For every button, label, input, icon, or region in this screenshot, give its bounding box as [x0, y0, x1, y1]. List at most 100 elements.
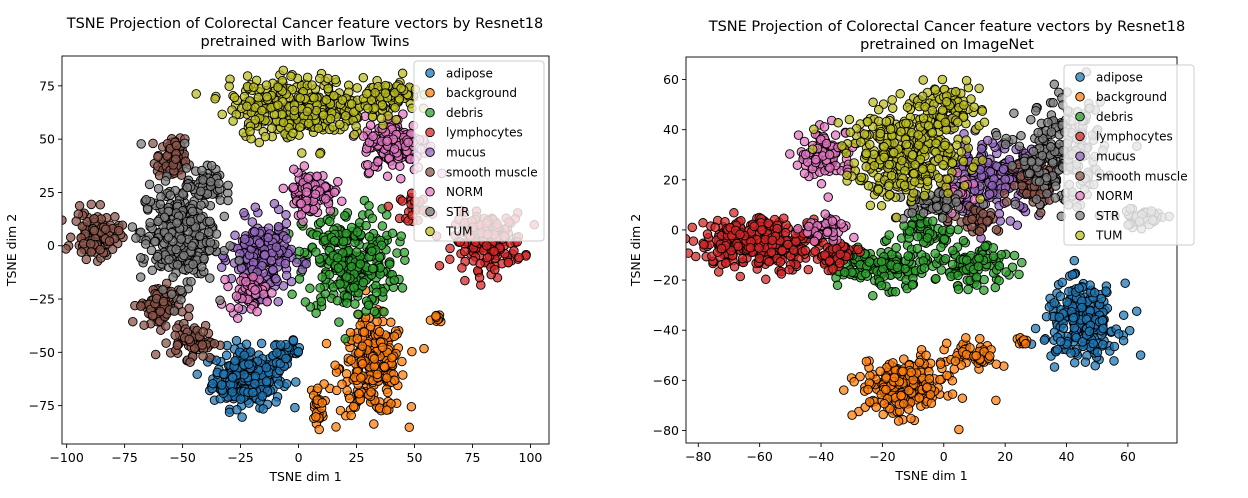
- data-point: [949, 246, 958, 255]
- data-point: [354, 310, 363, 319]
- data-point: [375, 327, 384, 336]
- data-point: [983, 136, 992, 145]
- data-point: [405, 423, 414, 432]
- data-point: [186, 358, 195, 367]
- data-point: [820, 123, 829, 132]
- data-point: [324, 74, 333, 83]
- data-point: [777, 270, 786, 279]
- data-point: [897, 391, 906, 400]
- data-point: [196, 232, 205, 241]
- data-point: [1070, 359, 1079, 368]
- data-point: [1102, 287, 1111, 296]
- data-point: [333, 296, 342, 305]
- data-point: [1011, 200, 1020, 209]
- data-point: [249, 388, 258, 397]
- data-point: [347, 100, 356, 109]
- data-point: [141, 240, 150, 249]
- data-point: [738, 254, 747, 263]
- data-point: [187, 277, 196, 286]
- data-point: [736, 272, 745, 281]
- data-point: [302, 260, 311, 269]
- data-point: [384, 202, 393, 211]
- data-point: [398, 69, 407, 78]
- data-point: [951, 357, 960, 366]
- data-point: [270, 199, 279, 208]
- data-point: [282, 354, 291, 363]
- data-point: [235, 256, 244, 265]
- data-point: [312, 309, 321, 318]
- x-tick-label: −25: [227, 450, 253, 465]
- data-point: [331, 361, 340, 370]
- data-point: [326, 217, 335, 226]
- data-point: [780, 214, 789, 223]
- data-point: [298, 149, 307, 158]
- data-point: [289, 129, 298, 138]
- data-point: [334, 177, 343, 186]
- data-point: [281, 259, 290, 268]
- data-point: [218, 381, 227, 390]
- data-point: [111, 213, 120, 222]
- data-point: [161, 177, 170, 186]
- data-point: [1086, 281, 1095, 290]
- data-point: [188, 242, 197, 251]
- data-point: [943, 371, 952, 380]
- legend-label: TUM: [445, 225, 472, 239]
- data-point: [730, 263, 739, 272]
- legend-marker: [426, 89, 435, 98]
- data-point: [932, 274, 941, 283]
- data-point: [811, 247, 820, 256]
- data-point: [992, 131, 1001, 140]
- data-point: [1121, 279, 1130, 288]
- data-point: [347, 411, 356, 420]
- data-point: [232, 336, 241, 345]
- data-point: [221, 275, 230, 284]
- data-point: [1034, 128, 1043, 137]
- data-point: [367, 388, 376, 397]
- data-point: [199, 352, 208, 361]
- data-point: [185, 304, 194, 313]
- data-point: [154, 184, 163, 193]
- data-point: [350, 283, 359, 292]
- data-point: [1081, 358, 1090, 367]
- data-point: [169, 273, 178, 282]
- data-point: [377, 114, 386, 123]
- data-point: [341, 335, 350, 344]
- data-point: [734, 242, 743, 251]
- data-point: [959, 236, 968, 245]
- data-point: [962, 256, 971, 265]
- data-point: [347, 356, 356, 365]
- data-point: [392, 115, 401, 124]
- data-point: [353, 84, 362, 93]
- data-point: [173, 219, 182, 228]
- data-point: [1090, 289, 1099, 298]
- data-point: [312, 413, 321, 422]
- data-point: [232, 292, 241, 301]
- data-point: [991, 283, 1000, 292]
- data-point: [261, 132, 270, 141]
- data-point: [366, 121, 375, 130]
- data-point: [398, 284, 407, 293]
- y-tick-label: −75: [29, 398, 55, 413]
- data-point: [1051, 182, 1060, 191]
- data-point: [303, 107, 312, 116]
- data-point: [114, 226, 123, 235]
- data-point: [343, 299, 352, 308]
- data-point: [102, 225, 111, 234]
- data-point: [357, 374, 366, 383]
- data-point: [140, 321, 149, 330]
- data-point: [302, 188, 311, 197]
- data-point: [296, 94, 305, 103]
- data-point: [378, 343, 387, 352]
- data-point: [877, 281, 886, 290]
- data-point: [342, 273, 351, 282]
- data-point: [885, 231, 894, 240]
- data-point: [1098, 316, 1107, 325]
- data-point: [318, 399, 327, 408]
- data-point: [276, 341, 285, 350]
- data-point: [1035, 177, 1044, 186]
- data-point: [396, 162, 405, 171]
- data-point: [206, 274, 215, 283]
- data-point: [1044, 118, 1053, 127]
- data-point: [446, 244, 455, 253]
